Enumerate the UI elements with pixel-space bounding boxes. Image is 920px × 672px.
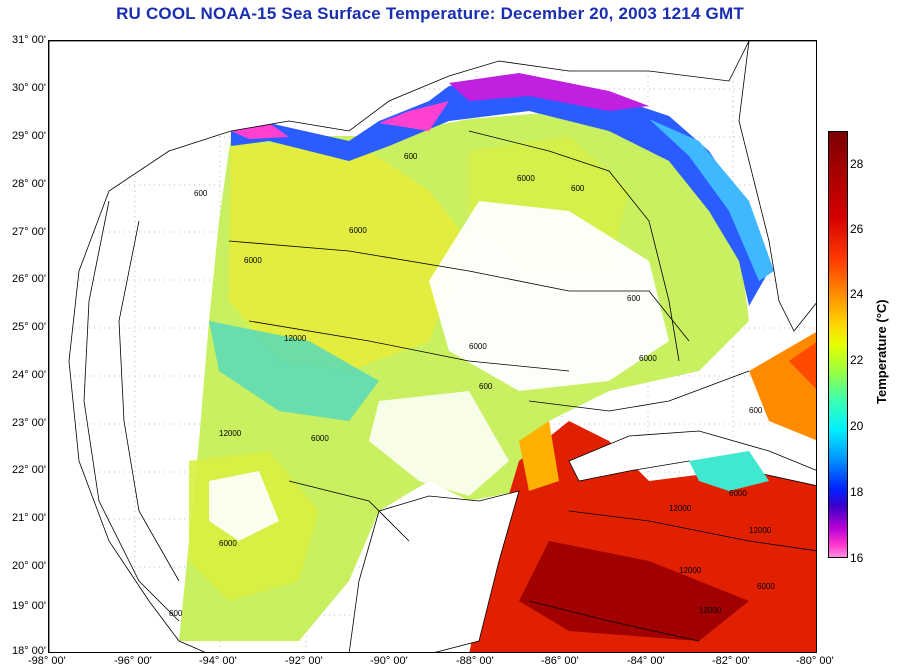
contour-label: 6000	[219, 539, 237, 548]
lat-tick-label: 22° 00'	[11, 464, 46, 476]
contour-label: 6000	[244, 256, 262, 265]
colorbar-tick-label: 26	[850, 222, 864, 236]
colorbar-tick-label: 28	[850, 157, 864, 171]
contour-label: 12000	[679, 566, 702, 575]
contour-label: 6000	[349, 226, 367, 235]
contour-label: 6000	[757, 582, 775, 591]
lon-tick-label: -92° 00'	[285, 655, 323, 667]
lat-tick-label: 29° 00'	[11, 130, 46, 142]
contour-label: 6000	[517, 174, 535, 183]
contour-label: 6000	[729, 489, 747, 498]
contour-label: 600	[627, 294, 641, 303]
cold-coast-band	[231, 79, 769, 306]
colorbar-tick-label: 18	[850, 485, 864, 499]
lat-tick-label: 24° 00'	[11, 369, 46, 381]
contour-label: 6000	[469, 342, 487, 351]
lon-tick-label: -86° 00'	[541, 655, 579, 667]
contour-label: 600	[749, 406, 763, 415]
texas-land	[49, 41, 750, 652]
lat-tick-label: 21° 00'	[11, 512, 46, 524]
colorbar-tick-label: 16	[850, 551, 864, 565]
sst-map: 600 600 6000 6000 12000 6000 600 6000 12…	[48, 40, 817, 653]
contour-label: 6000	[639, 354, 657, 363]
contour-label: 12000	[749, 526, 772, 535]
lon-tick-label: -90° 00'	[370, 655, 408, 667]
sst-map-canvas: 600 600 6000 6000 12000 6000 600 6000 12…	[49, 41, 816, 652]
contour-labels: 600 600 6000 6000 12000 6000 600 6000 12…	[169, 152, 775, 618]
contour-label: 6000	[311, 434, 329, 443]
lat-tick-label: 25° 00'	[11, 321, 46, 333]
contour-label: 600	[404, 152, 418, 161]
contour-label: 600	[571, 184, 585, 193]
lon-tick-label: -80° 00'	[796, 655, 834, 667]
lon-tick-label: -88° 00'	[456, 655, 494, 667]
contour-label: 12000	[669, 504, 692, 513]
lat-tick-label: 30° 00'	[11, 82, 46, 94]
lon-tick-label: -94° 00'	[199, 655, 237, 667]
lat-tick-label: 23° 00'	[11, 417, 46, 429]
contour-label: 600	[194, 189, 208, 198]
colorbar-label: Temperature (°C)	[874, 299, 889, 404]
lat-tick-label: 31° 00'	[11, 34, 46, 46]
colorbar-tick-label: 24	[850, 287, 864, 301]
map-title: RU COOL NOAA-15 Sea Surface Temperature:…	[116, 4, 744, 23]
lat-tick-label: 26° 00'	[11, 273, 46, 285]
contour-label: 12000	[219, 429, 242, 438]
lat-tick-label: 28° 00'	[11, 178, 46, 190]
lat-tick-label: 20° 00'	[11, 560, 46, 572]
yucatan-land	[348, 490, 520, 652]
lon-tick-label: -82° 00'	[712, 655, 750, 667]
florida-land	[738, 41, 816, 332]
contour-label: 12000	[699, 606, 722, 615]
colorbar-tick-label: 22	[850, 353, 864, 367]
colorbar-tick-label: 20	[850, 419, 864, 433]
temperature-colorbar	[828, 131, 848, 558]
contour-label: 12000	[284, 334, 307, 343]
contour-label: 600	[479, 382, 493, 391]
lon-tick-label: -98° 00'	[28, 655, 66, 667]
lat-tick-label: 19° 00'	[11, 600, 46, 612]
contour-label: 600	[169, 609, 183, 618]
lon-tick-label: -96° 00'	[114, 655, 152, 667]
lon-tick-label: -84° 00'	[627, 655, 665, 667]
lat-tick-label: 18° 00'	[11, 645, 46, 657]
lat-tick-label: 27° 00'	[11, 226, 46, 238]
